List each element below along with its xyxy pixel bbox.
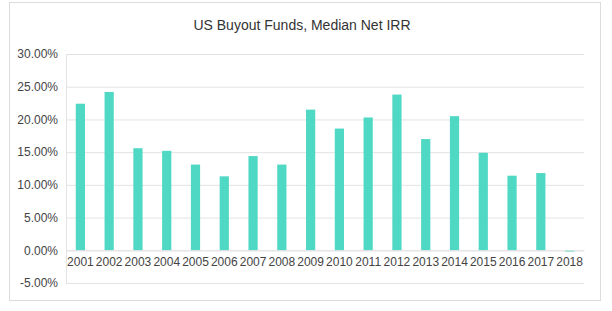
x-tick-label: 2018 <box>556 255 583 269</box>
x-tick-label: 2004 <box>153 255 180 269</box>
bar <box>507 176 516 251</box>
x-tick-label: 2017 <box>527 255 554 269</box>
x-tick: 2002 <box>96 250 123 269</box>
chart-title: US Buyout Funds, Median Net IRR <box>193 17 410 33</box>
y-tick-label: 5.00% <box>24 211 58 225</box>
bar <box>479 153 488 250</box>
y-tick: 5.00% <box>24 211 66 225</box>
bar <box>220 176 229 250</box>
bar <box>133 148 142 250</box>
y-tick-label: 20.00% <box>17 113 58 127</box>
y-axis-line <box>66 55 67 284</box>
x-tick: 2003 <box>125 250 152 269</box>
y-tick: 15.00% <box>17 145 66 159</box>
bar <box>421 139 430 250</box>
grid <box>66 55 584 284</box>
x-tick-label: 2010 <box>326 255 353 269</box>
x-tick: 2005 <box>182 250 209 269</box>
x-tick: 2010 <box>326 250 353 269</box>
x-tick: 2018 <box>556 250 583 269</box>
y-tick-label: 0.00% <box>24 244 58 258</box>
y-axis: -5.00% 0.00% 5.00% 10.00% 15.00% 20.00% 25.00%… <box>17 47 66 290</box>
x-tick-label: 2014 <box>441 255 468 269</box>
bar <box>306 110 315 251</box>
x-tick-label: 2003 <box>125 255 152 269</box>
y-tick: 20.00% <box>17 113 66 127</box>
x-tick-label: 2007 <box>240 255 267 269</box>
x-tick: 2001 <box>67 250 94 269</box>
chart-frame <box>10 3 601 301</box>
x-tick: 2007 <box>240 250 267 269</box>
bars <box>76 92 574 252</box>
x-tick: 2011 <box>355 250 381 269</box>
bar <box>277 165 286 251</box>
x-tick: 2006 <box>211 250 238 269</box>
bar <box>105 92 114 250</box>
x-tick: 2004 <box>153 250 180 269</box>
x-tick: 2014 <box>441 250 468 269</box>
y-tick-label: 15.00% <box>17 145 58 159</box>
bar <box>191 165 200 251</box>
x-tick-label: 2015 <box>470 255 497 269</box>
bar <box>335 129 344 251</box>
grid-line <box>66 152 584 153</box>
y-tick-label: -5.00% <box>20 276 58 290</box>
x-tick: 2008 <box>268 250 295 269</box>
x-tick-label: 2013 <box>412 255 439 269</box>
plot-area: -5.00% 0.00% 5.00% 10.00% 15.00% 20.00% 25.00%… <box>17 47 584 290</box>
grid-line <box>66 250 584 251</box>
x-tick-label: 2009 <box>297 255 324 269</box>
y-tick: 10.00% <box>17 178 66 192</box>
x-tick: 2013 <box>412 250 439 269</box>
grid-line <box>66 87 584 88</box>
bar <box>536 173 545 250</box>
x-tick-label: 2001 <box>67 255 94 269</box>
x-tick: 2016 <box>499 250 526 269</box>
y-tick: 0.00% <box>24 244 66 258</box>
grid-line <box>66 54 584 55</box>
y-tick-label: 30.00% <box>17 47 58 61</box>
bar <box>76 104 85 251</box>
x-tick-label: 2006 <box>211 255 238 269</box>
y-tick: 30.00% <box>17 47 66 61</box>
grid-line <box>66 283 584 284</box>
grid-line <box>66 185 584 186</box>
grid-line <box>66 119 584 120</box>
bar <box>392 95 401 251</box>
y-tick-label: 10.00% <box>17 178 58 192</box>
grid-line <box>66 218 584 219</box>
x-tick-label: 2008 <box>268 255 295 269</box>
x-tick-label: 2002 <box>96 255 123 269</box>
x-axis-line <box>67 250 585 251</box>
bar <box>450 116 459 250</box>
x-tick-label: 2012 <box>384 255 411 269</box>
x-tick: 2009 <box>297 250 324 269</box>
x-tick-label: 2016 <box>499 255 526 269</box>
x-tick: 2015 <box>470 250 497 269</box>
bar <box>364 117 373 250</box>
x-axis: 2001200220032004200520062007200820092010… <box>67 250 585 269</box>
chart: US Buyout Funds, Median Net IRR -5.00% 0.0… <box>0 0 612 311</box>
y-tick: 25.00% <box>17 80 66 94</box>
bar <box>162 151 171 250</box>
x-tick-label: 2011 <box>355 255 381 269</box>
x-tick: 2017 <box>527 250 554 269</box>
y-tick: -5.00% <box>20 276 66 290</box>
x-tick-label: 2005 <box>182 255 209 269</box>
x-tick: 2012 <box>384 250 411 269</box>
y-tick-label: 25.00% <box>17 80 58 94</box>
bar <box>248 156 257 250</box>
